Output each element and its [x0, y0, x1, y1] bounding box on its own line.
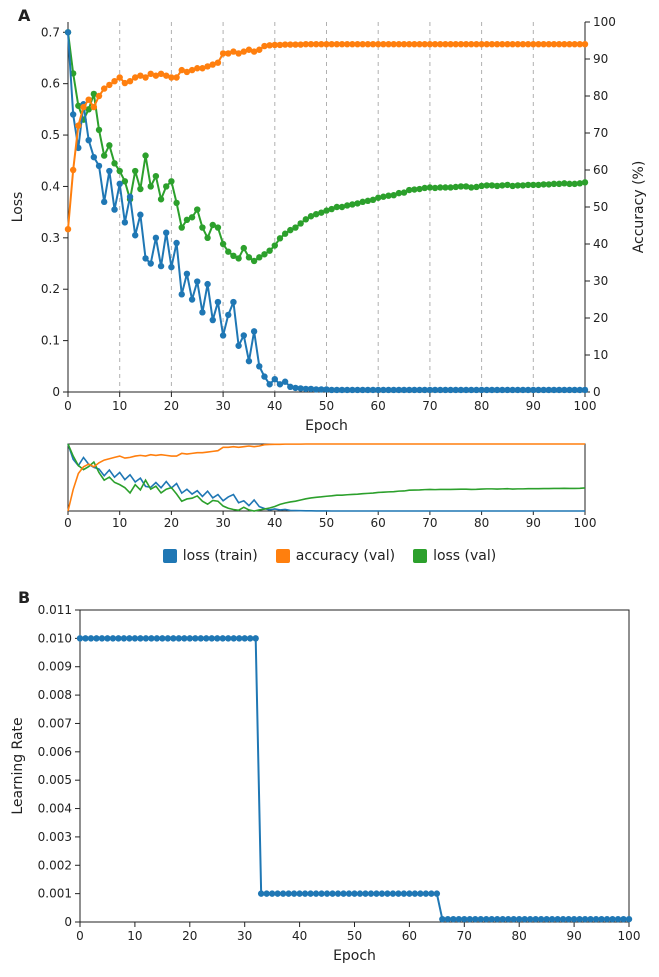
svg-text:0.003: 0.003	[38, 830, 72, 844]
svg-text:Loss: Loss	[10, 192, 26, 223]
svg-text:90: 90	[526, 399, 541, 413]
svg-text:10: 10	[593, 348, 608, 362]
panel-a-main-chart: 0102030405060708090100Epoch00.10.20.30.4…	[0, 10, 659, 440]
svg-text:100: 100	[593, 15, 616, 29]
svg-text:30: 30	[215, 516, 230, 530]
svg-text:50: 50	[319, 516, 334, 530]
svg-text:Epoch: Epoch	[333, 948, 376, 964]
svg-text:40: 40	[593, 237, 608, 251]
legend-label: loss (val)	[433, 548, 496, 564]
svg-text:50: 50	[593, 200, 608, 214]
svg-text:0: 0	[64, 516, 72, 530]
svg-text:80: 80	[512, 929, 527, 943]
legend-swatch	[276, 549, 290, 563]
legend-item: loss (val)	[413, 548, 496, 564]
svg-text:0.005: 0.005	[38, 773, 72, 787]
overview-accuracy-val	[68, 444, 585, 511]
svg-text:40: 40	[267, 399, 282, 413]
panel-a-overview-chart: 0 10 20 30 40 50 60 70 80 90 100	[0, 440, 659, 535]
svg-text:80: 80	[474, 399, 489, 413]
svg-text:Accuracy (%): Accuracy (%)	[631, 161, 647, 254]
svg-text:0.6: 0.6	[41, 77, 60, 91]
svg-text:90: 90	[566, 929, 581, 943]
panel-b-chart: 0 10 20 30 40 50 60 70 80 90 100 Epoch 0 0.001 0.002 0.…	[0, 600, 659, 970]
svg-text:100: 100	[574, 516, 597, 530]
overview-loss-train	[68, 444, 585, 511]
svg-text:0: 0	[52, 385, 60, 399]
svg-text:100: 100	[618, 929, 641, 943]
svg-text:80: 80	[474, 516, 489, 530]
svg-text:0.5: 0.5	[41, 128, 60, 142]
svg-text:0: 0	[76, 929, 84, 943]
svg-text:0: 0	[593, 385, 601, 399]
svg-text:100: 100	[574, 399, 597, 413]
svg-text:40: 40	[292, 929, 307, 943]
svg-text:70: 70	[422, 399, 437, 413]
svg-text:0.1: 0.1	[41, 334, 60, 348]
svg-text:0: 0	[64, 399, 72, 413]
svg-text:60: 60	[371, 399, 386, 413]
svg-text:0: 0	[64, 915, 72, 929]
svg-text:30: 30	[593, 274, 608, 288]
svg-text:0.004: 0.004	[38, 802, 72, 816]
svg-text:0.010: 0.010	[38, 631, 72, 645]
legend-label: accuracy (val)	[296, 548, 395, 564]
svg-text:90: 90	[526, 516, 541, 530]
svg-text:0.009: 0.009	[38, 660, 72, 674]
svg-text:0.001: 0.001	[38, 887, 72, 901]
svg-text:30: 30	[215, 399, 230, 413]
svg-text:0.4: 0.4	[41, 179, 60, 193]
svg-text:60: 60	[402, 929, 417, 943]
svg-text:70: 70	[422, 516, 437, 530]
svg-text:20: 20	[164, 399, 179, 413]
svg-text:10: 10	[112, 399, 127, 413]
svg-text:50: 50	[319, 399, 334, 413]
svg-text:60: 60	[371, 516, 386, 530]
legend-swatch	[413, 549, 427, 563]
svg-text:0.2: 0.2	[41, 282, 60, 296]
svg-text:30: 30	[237, 929, 252, 943]
svg-text:0.008: 0.008	[38, 688, 72, 702]
svg-text:0.7: 0.7	[41, 25, 60, 39]
svg-text:40: 40	[267, 516, 282, 530]
svg-text:90: 90	[593, 52, 608, 66]
svg-text:0.011: 0.011	[38, 603, 72, 617]
series-learning-rate	[80, 638, 629, 919]
legend-swatch	[163, 549, 177, 563]
svg-text:20: 20	[164, 516, 179, 530]
svg-text:0.007: 0.007	[38, 716, 72, 730]
svg-text:0.002: 0.002	[38, 858, 72, 872]
svg-text:0.3: 0.3	[41, 231, 60, 245]
legend-label: loss (train)	[183, 548, 258, 564]
svg-text:Learning Rate: Learning Rate	[10, 717, 26, 814]
legend-item: accuracy (val)	[276, 548, 395, 564]
svg-text:Epoch: Epoch	[305, 418, 348, 434]
svg-text:60: 60	[593, 163, 608, 177]
svg-text:0.006: 0.006	[38, 745, 72, 759]
svg-text:70: 70	[593, 126, 608, 140]
svg-text:80: 80	[593, 89, 608, 103]
svg-text:20: 20	[593, 311, 608, 325]
legend-item: loss (train)	[163, 548, 258, 564]
overview-loss-val	[68, 444, 585, 511]
series-loss-val	[68, 32, 585, 261]
svg-text:10: 10	[112, 516, 127, 530]
svg-text:70: 70	[457, 929, 472, 943]
svg-text:50: 50	[347, 929, 362, 943]
panel-a-legend: loss (train) accuracy (val) loss (val)	[0, 548, 659, 564]
svg-text:10: 10	[127, 929, 142, 943]
svg-text:20: 20	[182, 929, 197, 943]
